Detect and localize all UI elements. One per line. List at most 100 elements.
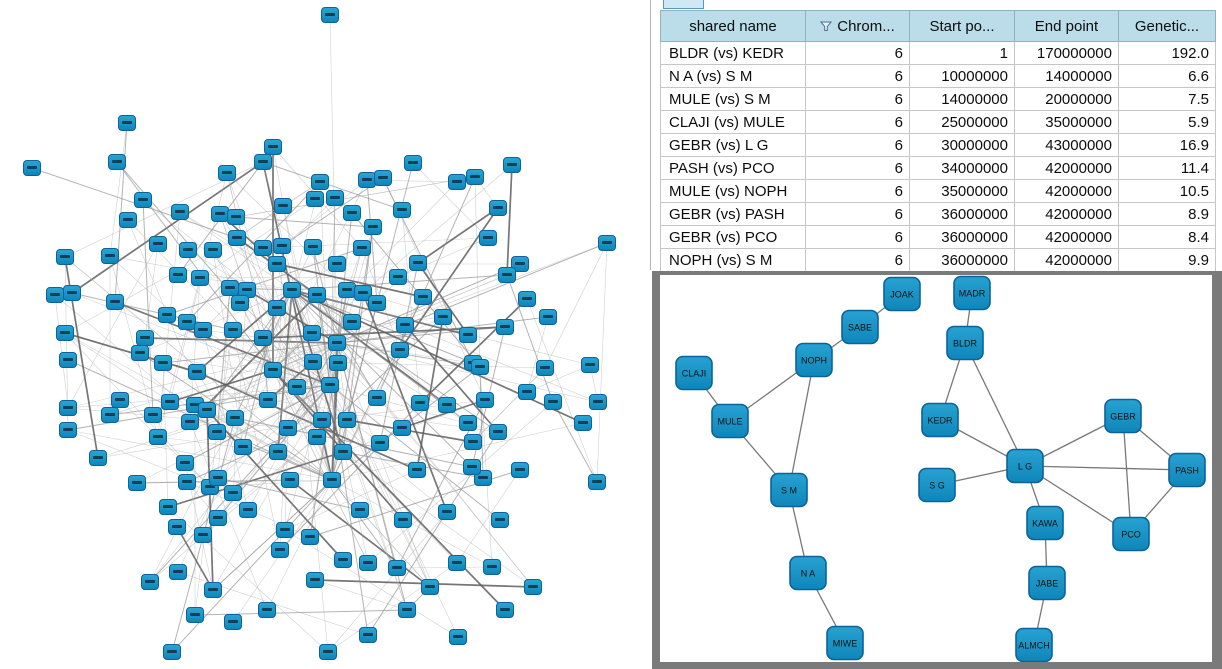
network-node[interactable] — [301, 529, 319, 545]
table-cell[interactable]: GEBR (vs) PCO — [660, 225, 806, 249]
network-node[interactable] — [224, 614, 242, 630]
network-node[interactable] — [46, 287, 64, 303]
network-node[interactable] — [518, 291, 536, 307]
overview-node-jabe[interactable]: JABE — [1028, 565, 1066, 601]
network-node[interactable] — [276, 522, 294, 538]
network-node[interactable] — [354, 285, 372, 301]
table-cell[interactable]: 7.5 — [1118, 87, 1216, 111]
network-node[interactable] — [338, 412, 356, 428]
network-node[interactable] — [368, 390, 386, 406]
network-node[interactable] — [59, 400, 77, 416]
main-network-canvas[interactable] — [0, 0, 650, 669]
table-row[interactable]: GEBR (vs) PCO 6 36000000 42000000 8.4 — [660, 225, 1216, 249]
network-node[interactable] — [328, 335, 346, 351]
network-node[interactable] — [119, 212, 137, 228]
network-node[interactable] — [389, 269, 407, 285]
overview-node-bldr[interactable]: BLDR — [946, 325, 984, 361]
network-node[interactable] — [539, 309, 557, 325]
network-node[interactable] — [358, 172, 376, 188]
network-node[interactable] — [264, 139, 282, 155]
network-node[interactable] — [304, 354, 322, 370]
table-cell[interactable]: 20000000 — [1014, 87, 1119, 111]
network-node[interactable] — [221, 280, 239, 296]
network-node[interactable] — [396, 317, 414, 333]
network-node[interactable] — [101, 407, 119, 423]
network-node[interactable] — [209, 510, 227, 526]
network-node[interactable] — [374, 170, 392, 186]
table-cell[interactable]: 25000000 — [909, 110, 1015, 134]
network-node[interactable] — [511, 462, 529, 478]
network-node[interactable] — [226, 410, 244, 426]
network-node[interactable] — [498, 267, 516, 283]
table-cell[interactable]: 42000000 — [1014, 156, 1119, 180]
network-node[interactable] — [303, 325, 321, 341]
network-node[interactable] — [224, 322, 242, 338]
network-node[interactable] — [101, 248, 119, 264]
table-cell[interactable]: 36000000 — [909, 202, 1015, 226]
overview-node-kawa[interactable]: KAWA — [1026, 505, 1064, 541]
network-node[interactable] — [141, 574, 159, 590]
network-node[interactable] — [329, 355, 347, 371]
overview-node-pco[interactable]: PCO — [1112, 516, 1150, 552]
column-header-shared-name[interactable]: shared name — [660, 10, 806, 42]
network-node[interactable] — [393, 420, 411, 436]
overview-network-canvas[interactable]: JOAK SABE NOPH CLAJI MULE MADR BLDR KEDR GEBR L G… — [660, 275, 1212, 662]
network-node[interactable] — [231, 295, 249, 311]
table-cell[interactable]: 35000000 — [1014, 110, 1119, 134]
network-node[interactable] — [144, 407, 162, 423]
network-node[interactable] — [128, 475, 146, 491]
network-node[interactable] — [323, 472, 341, 488]
network-node[interactable] — [536, 360, 554, 376]
network-node[interactable] — [411, 395, 429, 411]
network-node[interactable] — [404, 155, 422, 171]
network-node[interactable] — [496, 602, 514, 618]
network-node[interactable] — [479, 230, 497, 246]
table-cell[interactable]: 192.0 — [1118, 41, 1216, 65]
network-node[interactable] — [459, 415, 477, 431]
network-node[interactable] — [254, 154, 272, 170]
network-node[interactable] — [438, 504, 456, 520]
table-row[interactable]: PASH (vs) PCO 6 34000000 42000000 11.4 — [660, 156, 1216, 180]
network-node[interactable] — [108, 154, 126, 170]
table-row[interactable]: CLAJI (vs) MULE 6 25000000 35000000 5.9 — [660, 110, 1216, 134]
network-node[interactable] — [304, 239, 322, 255]
table-cell[interactable]: 16.9 — [1118, 133, 1216, 157]
table-cell[interactable]: 6 — [805, 87, 910, 111]
network-node[interactable] — [259, 392, 277, 408]
network-node[interactable] — [353, 240, 371, 256]
network-node[interactable] — [334, 444, 352, 460]
table-row[interactable]: MULE (vs) NOPH 6 35000000 42000000 10.5 — [660, 179, 1216, 203]
network-node[interactable] — [359, 627, 377, 643]
network-node[interactable] — [581, 357, 599, 373]
network-node[interactable] — [518, 384, 536, 400]
overview-edge[interactable] — [964, 342, 1026, 467]
network-node[interactable] — [89, 450, 107, 466]
network-node[interactable] — [434, 309, 452, 325]
network-node[interactable] — [463, 459, 481, 475]
table-cell[interactable]: 10.5 — [1118, 179, 1216, 203]
network-node[interactable] — [393, 202, 411, 218]
table-row[interactable]: NOPH (vs) S M 6 36000000 42000000 9.9 — [660, 248, 1216, 272]
network-node[interactable] — [496, 319, 514, 335]
table-cell[interactable]: MULE (vs) NOPH — [660, 179, 806, 203]
network-node[interactable] — [343, 314, 361, 330]
overview-node-na[interactable]: N A — [789, 555, 827, 591]
overview-edge[interactable] — [788, 359, 815, 491]
network-node[interactable] — [319, 644, 337, 660]
network-node[interactable] — [154, 355, 172, 371]
table-cell[interactable]: 8.4 — [1118, 225, 1216, 249]
network-node[interactable] — [59, 422, 77, 438]
table-cell[interactable]: 36000000 — [909, 225, 1015, 249]
network-node[interactable] — [364, 219, 382, 235]
network-node[interactable] — [279, 420, 297, 436]
network-node[interactable] — [209, 470, 227, 486]
network-node[interactable] — [56, 325, 74, 341]
table-cell[interactable]: 14000000 — [1014, 64, 1119, 88]
overview-node-gebr[interactable]: GEBR — [1104, 398, 1142, 434]
overview-node-madr[interactable]: MADR — [953, 275, 991, 311]
network-node[interactable] — [308, 429, 326, 445]
network-node[interactable] — [134, 192, 152, 208]
table-cell[interactable]: MULE (vs) S M — [660, 87, 806, 111]
network-node[interactable] — [544, 394, 562, 410]
network-node[interactable] — [311, 174, 329, 190]
